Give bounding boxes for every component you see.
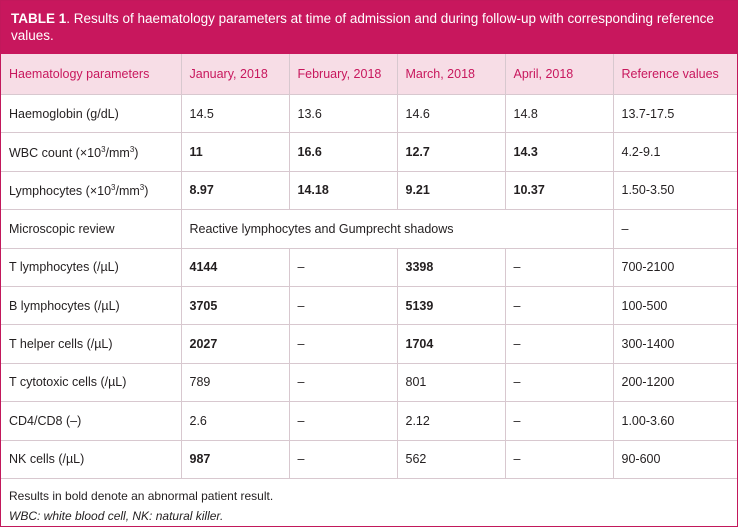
- abnormal-value-cell: 1704: [397, 324, 506, 364]
- col-header-march: March, 2018: [397, 54, 506, 95]
- haematology-table: Haematology parameters January, 2018 Feb…: [1, 54, 737, 479]
- abnormal-value-cell: 11: [181, 132, 290, 172]
- abnormal-value-cell: 8.97: [181, 171, 290, 211]
- col-header-january: January, 2018: [181, 54, 290, 95]
- header-row: Haematology parameters January, 2018 Feb…: [1, 54, 737, 95]
- abnormal-value-cell: 14.18: [289, 171, 398, 211]
- value-cell: –: [505, 286, 614, 326]
- value-cell: –: [505, 324, 614, 364]
- value-cell: 801: [397, 363, 506, 403]
- bold-footnote: Results in bold denote an abnormal patie…: [9, 488, 274, 503]
- param-cell: Microscopic review: [1, 209, 182, 249]
- abnormal-value-cell: 12.7: [397, 132, 506, 172]
- param-cell: WBC count (×103/mm3): [1, 132, 182, 172]
- table-row: T cytotoxic cells (/µL) 789 – 801 – 200-…: [1, 363, 737, 403]
- table-footnotes: Results in bold denote an abnormal patie…: [1, 479, 737, 526]
- col-header-parameter: Haematology parameters: [1, 54, 182, 95]
- table-row: Haemoglobin (g/dL) 14.5 13.6 14.6 14.8 1…: [1, 94, 737, 134]
- abbreviation-footnote: WBC: white blood cell, NK: natural kille…: [9, 508, 224, 523]
- abnormal-value-cell: 3705: [181, 286, 290, 326]
- abnormal-value-cell: 5139: [397, 286, 506, 326]
- param-cell: Haemoglobin (g/dL): [1, 94, 182, 134]
- param-cell: B lymphocytes (/µL): [1, 286, 182, 326]
- value-cell: –: [505, 401, 614, 441]
- abnormal-value-cell: 3398: [397, 248, 506, 287]
- param-cell: T cytotoxic cells (/µL): [1, 363, 182, 403]
- abnormal-value-cell: 987: [181, 440, 290, 479]
- abnormal-value-cell: 16.6: [289, 132, 398, 172]
- param-cell: NK cells (/µL): [1, 440, 182, 479]
- reference-cell: 13.7-17.5: [613, 94, 737, 134]
- value-cell: –: [505, 363, 614, 403]
- reference-cell: 300-1400: [613, 324, 737, 364]
- abnormal-value-cell: 4144: [181, 248, 290, 287]
- abnormal-value-cell: 9.21: [397, 171, 506, 211]
- abnormal-value-cell: 14.3: [505, 132, 614, 172]
- table-caption: TABLE 1. Results of haematology paramete…: [1, 1, 737, 54]
- reference-cell: 700-2100: [613, 248, 737, 287]
- value-cell: 14.6: [397, 94, 506, 134]
- reference-cell: 90-600: [613, 440, 737, 479]
- col-header-april: April, 2018: [505, 54, 614, 95]
- param-cell: T helper cells (/µL): [1, 324, 182, 364]
- param-cell: CD4/CD8 (–): [1, 401, 182, 441]
- param-cell: T lymphocytes (/µL): [1, 248, 182, 287]
- table-row: CD4/CD8 (–) 2.6 – 2.12 – 1.00-3.60: [1, 401, 737, 441]
- reference-cell: 1.50-3.50: [613, 171, 737, 211]
- value-cell: 14.5: [181, 94, 290, 134]
- merged-value-cell: Reactive lymphocytes and Gumprecht shado…: [181, 209, 614, 249]
- abnormal-value-cell: 10.37: [505, 171, 614, 211]
- value-cell: 13.6: [289, 94, 398, 134]
- table-row: WBC count (×103/mm3) 11 16.6 12.7 14.3 4…: [1, 132, 737, 172]
- reference-cell: 100-500: [613, 286, 737, 326]
- value-cell: 562: [397, 440, 506, 479]
- table-row: Lymphocytes (×103/mm3) 8.97 14.18 9.21 1…: [1, 171, 737, 211]
- value-cell: –: [505, 440, 614, 479]
- reference-cell: 1.00-3.60: [613, 401, 737, 441]
- value-cell: 789: [181, 363, 290, 403]
- col-header-reference: Reference values: [613, 54, 737, 95]
- reference-cell: 200-1200: [613, 363, 737, 403]
- value-cell: –: [289, 363, 398, 403]
- table-row: NK cells (/µL) 987 – 562 – 90-600: [1, 440, 737, 479]
- value-cell: –: [289, 286, 398, 326]
- table-row: Microscopic review Reactive lymphocytes …: [1, 209, 737, 249]
- reference-cell: –: [613, 209, 737, 249]
- caption-text: . Results of haematology parameters at t…: [11, 11, 714, 43]
- value-cell: –: [289, 440, 398, 479]
- reference-cell: 4.2-9.1: [613, 132, 737, 172]
- value-cell: –: [289, 401, 398, 441]
- value-cell: 2.12: [397, 401, 506, 441]
- table-row: B lymphocytes (/µL) 3705 – 5139 – 100-50…: [1, 286, 737, 326]
- value-cell: 14.8: [505, 94, 614, 134]
- table-row: T lymphocytes (/µL) 4144 – 3398 – 700-21…: [1, 248, 737, 287]
- value-cell: –: [289, 248, 398, 287]
- table-row: T helper cells (/µL) 2027 – 1704 – 300-1…: [1, 324, 737, 364]
- col-header-february: February, 2018: [289, 54, 398, 95]
- value-cell: –: [505, 248, 614, 287]
- value-cell: –: [289, 324, 398, 364]
- table-label: TABLE 1: [11, 11, 67, 26]
- abnormal-value-cell: 2027: [181, 324, 290, 364]
- value-cell: 2.6: [181, 401, 290, 441]
- param-cell: Lymphocytes (×103/mm3): [1, 171, 182, 211]
